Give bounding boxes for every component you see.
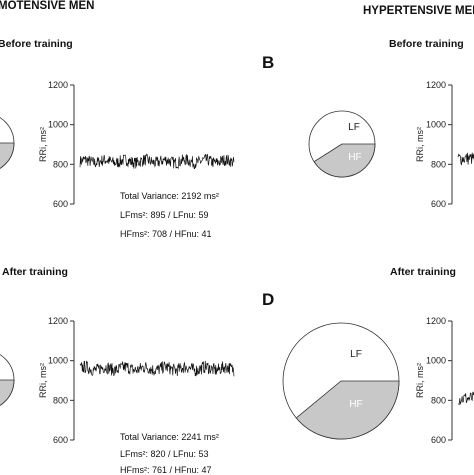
stats-top-hf: HFms²: 708 / HFnu: 41 — [120, 229, 212, 239]
subtitle-after-right: After training — [390, 266, 456, 278]
panel-letter-b: B — [262, 53, 275, 72]
y-tick-label-bottom-right-600: 600 — [431, 435, 446, 445]
stats-top-lf: LFms²: 895 / LFnu: 59 — [120, 210, 209, 220]
y-axis-label-bottom-left: RRi, ms² — [38, 363, 48, 398]
y-tick-label-bottom-left-600: 600 — [53, 435, 68, 445]
stats-bottom-lf: LFms²: 820 / LFnu: 53 — [120, 449, 209, 459]
y-tick-label-top-right-800: 800 — [431, 159, 446, 169]
pie-slice-hf-top-left — [0, 142, 15, 169]
y-tick-label-top-left-1000: 1000 — [48, 120, 68, 130]
y-tick-label-bottom-left-800: 800 — [53, 395, 68, 405]
rri-series-top-left — [79, 153, 235, 170]
rri-series-top-right — [457, 152, 474, 166]
y-axis-label-bottom-right: RRi, ms² — [415, 363, 425, 398]
header-hypertensive: HYPERTENSIVE MEN — [363, 5, 474, 17]
y-tick-label-bottom-left-1200: 1200 — [48, 316, 68, 326]
y-tick-label-top-left-1200: 1200 — [48, 80, 68, 90]
rri-series-bottom-right — [457, 391, 474, 406]
y-tick-label-top-left-800: 800 — [53, 159, 68, 169]
stats-bottom-total: Total Variance: 2241 ms² — [120, 432, 219, 442]
subtitle-before-left: Before training — [0, 38, 73, 50]
y-tick-label-bottom-right-1200: 1200 — [426, 316, 446, 326]
y-axis-label-top-left: RRi, ms² — [38, 127, 48, 162]
y-tick-label-bottom-left-1000: 1000 — [48, 356, 68, 366]
subtitle-after-left: After training — [2, 266, 68, 278]
pie-label-lf-top-right: LF — [348, 122, 360, 133]
header-normotensive: MOTENSIVE MEN — [0, 0, 95, 12]
pie-label-lf-bottom-right: LF — [350, 349, 362, 360]
y-tick-label-top-right-1000: 1000 — [426, 120, 446, 130]
panel-letter-d: D — [262, 290, 275, 309]
pie-slice-hf-top-right — [313, 143, 376, 178]
pie-slice-hf-bottom-left — [0, 379, 15, 406]
stats-top-total: Total Variance: 2192 ms² — [120, 191, 219, 201]
subtitle-before-right: Before training — [389, 38, 464, 50]
y-tick-label-top-left-600: 600 — [53, 199, 68, 209]
y-axis-label-top-right: RRi, ms² — [415, 127, 425, 162]
y-tick-label-bottom-right-800: 800 — [431, 395, 446, 405]
y-tick-label-top-right-1200: 1200 — [426, 80, 446, 90]
stats-bottom-hf: HFms²: 761 / HFnu: 47 — [120, 465, 212, 475]
y-tick-label-top-right-600: 600 — [431, 199, 446, 209]
y-tick-label-bottom-right-1000: 1000 — [426, 356, 446, 366]
pie-slice-hf-bottom-right — [295, 380, 400, 440]
pie-label-hf-top-right: HF — [348, 152, 361, 163]
pie-label-hf-bottom-right: HF — [349, 399, 362, 410]
rri-series-bottom-left — [79, 360, 235, 377]
